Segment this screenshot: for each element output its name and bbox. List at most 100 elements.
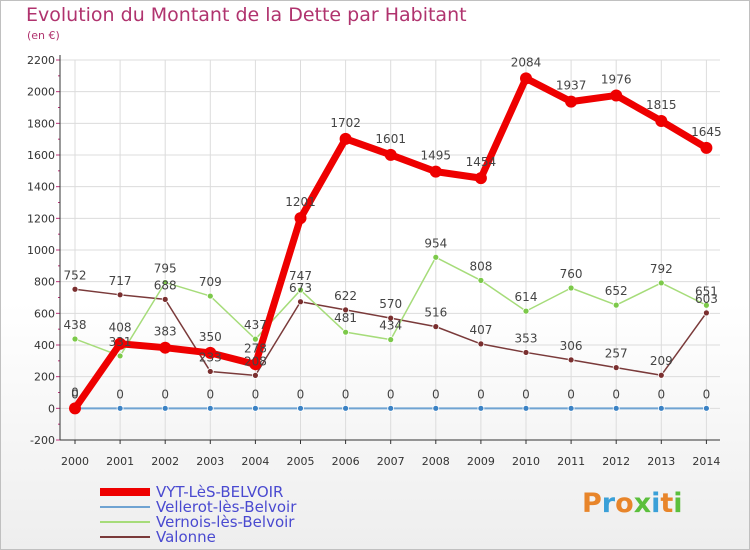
data-point [206,292,214,300]
x-tick-label: 2009 [467,455,495,468]
data-label: 0 [432,387,440,401]
y-tick-label: 2000 [27,86,55,99]
data-point [71,335,79,343]
data-point [342,328,350,336]
y-tick-label: 600 [34,307,55,320]
x-tick-label: 2002 [151,455,179,468]
data-point [251,335,259,343]
chart-subtitle: (en €) [27,29,60,42]
data-label: 688 [154,278,177,292]
x-tick-label: 2000 [61,455,89,468]
data-label: 1601 [375,132,406,146]
logo-letter: o [615,488,634,519]
x-tick-label: 2001 [106,455,134,468]
data-point [387,336,395,344]
data-label: 954 [424,236,447,250]
data-label: 1454 [466,155,497,169]
legend-swatch [100,536,150,538]
data-label: 257 [605,347,628,361]
data-label: 603 [695,292,718,306]
data-label: 0 [206,387,214,401]
data-point [612,364,620,372]
x-tick-label: 2004 [241,455,269,468]
y-tick-label: 1600 [27,149,55,162]
data-label: 1645 [691,125,722,139]
data-label: 0 [297,387,305,401]
x-tick-label: 2003 [196,455,224,468]
data-label: 747 [289,269,312,283]
data-label: 0 [71,385,79,399]
y-tick-label: 0 [48,402,55,415]
legend-swatch [100,488,150,496]
x-tick-label: 2008 [422,455,450,468]
data-point [384,148,397,161]
data-point [655,114,668,127]
data-point [116,291,124,299]
proxiti-logo: Proxiti [582,488,683,519]
data-point [161,295,169,303]
data-point [522,307,530,315]
data-point [567,404,575,412]
data-label: 209 [650,354,673,368]
logo-letter: i [673,488,683,519]
data-label: 0 [161,387,169,401]
data-label: 437 [244,318,267,332]
y-tick-label: 1000 [27,244,55,257]
data-label: 383 [154,325,177,339]
data-point [657,371,665,379]
data-label: 614 [515,290,538,304]
data-label: 1702 [330,116,361,130]
data-label: 0 [387,387,395,401]
data-point [294,212,307,225]
data-label: 792 [650,262,673,276]
x-tick-label: 2012 [602,455,630,468]
data-label: 331 [109,335,132,349]
data-point [161,404,169,412]
data-point [429,165,442,178]
data-point [297,286,304,294]
x-tick-label: 2005 [287,455,315,468]
logo-letter: x [633,488,652,519]
data-label: 0 [477,387,485,401]
data-point [342,404,350,412]
data-label: 407 [469,323,492,337]
data-label: 0 [252,387,260,401]
legend-label: Vernois-lès-Belvoir [156,513,295,531]
data-point [206,404,214,412]
data-point [297,404,304,412]
data-point [432,253,440,261]
data-label: 350 [199,330,222,344]
data-point [567,284,575,292]
data-label: 709 [199,275,222,289]
data-point [477,340,485,348]
data-label: 438 [64,318,87,332]
logo-letter: r [601,488,616,519]
logo-letter: P [582,488,602,519]
data-label: 481 [334,311,357,325]
data-label: 0 [657,387,665,401]
data-point [206,368,214,375]
data-label: 1937 [556,79,587,93]
data-point [387,404,395,412]
data-label: 622 [334,289,357,303]
data-point [657,279,665,287]
y-tick-label: 400 [34,339,55,352]
data-label: 434 [379,319,402,333]
data-label: 1976 [601,72,632,86]
data-point [114,337,127,350]
data-label: 353 [515,331,538,345]
data-label: 1495 [421,149,452,163]
data-label: 0 [612,387,620,401]
data-label: 1815 [646,98,677,112]
data-label: 233 [199,350,222,364]
data-label: 306 [560,339,583,353]
data-point [610,89,623,102]
data-label: 0 [703,387,711,401]
x-tick-label: 2010 [512,455,540,468]
data-label: 795 [154,261,177,275]
data-point [477,276,485,284]
y-tick-label: 800 [34,276,55,289]
data-point [342,306,350,314]
data-point [474,172,487,185]
data-point [522,349,530,356]
